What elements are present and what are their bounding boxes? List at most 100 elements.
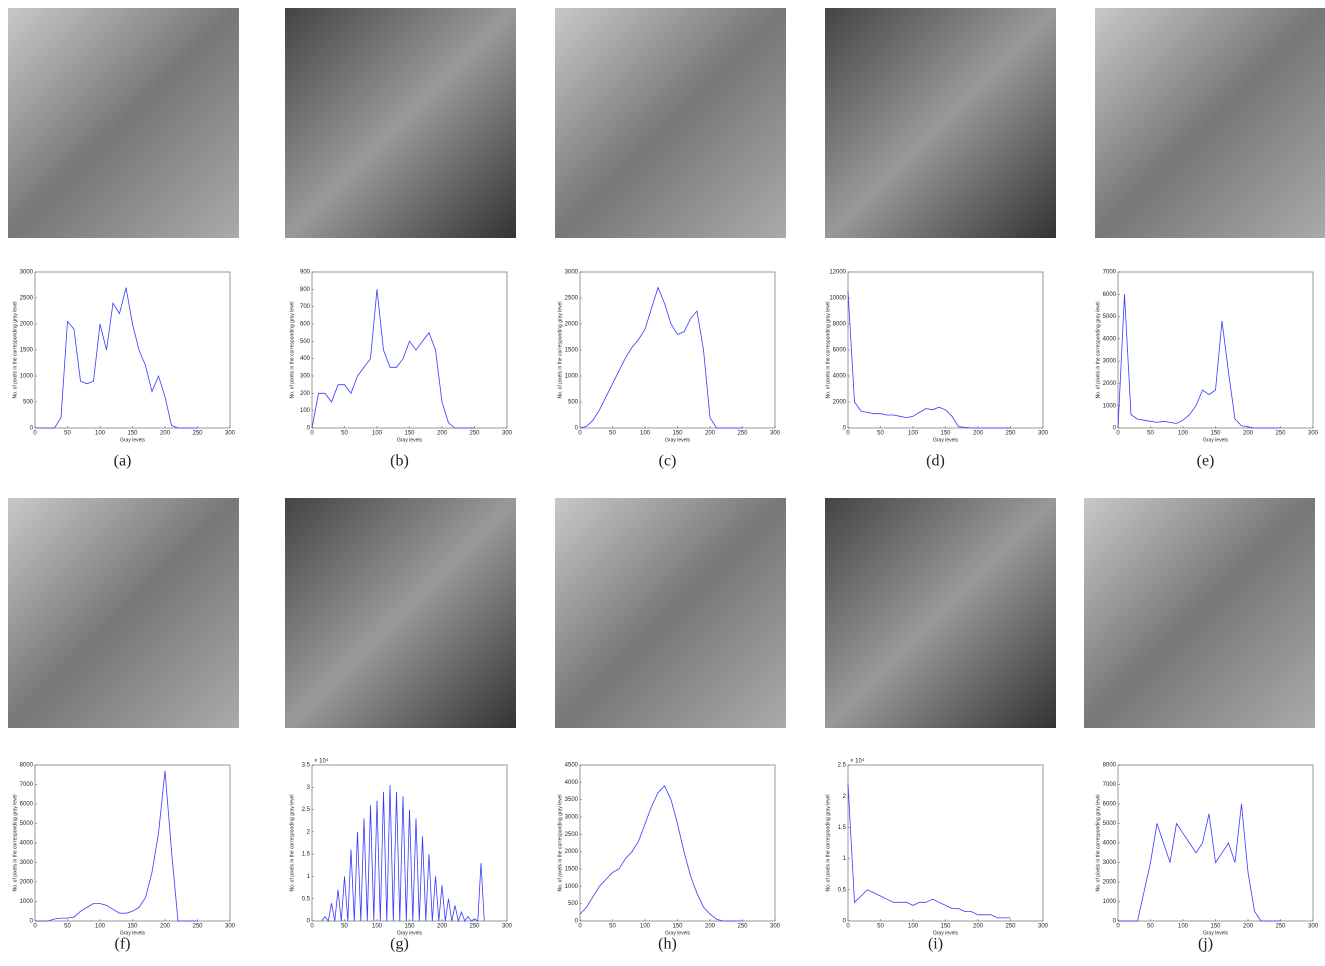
y-tick-label: 2 (307, 829, 311, 835)
y-tick-label: 3000 (20, 860, 34, 866)
figure: 0501001502002503000500100015002000250030… (0, 0, 1325, 961)
y-tick-label: 4000 (1103, 336, 1117, 342)
y-tick-label: 2.5 (302, 807, 311, 813)
y-tick-label: 1.5 (838, 825, 847, 831)
x-tick-label: 150 (940, 924, 951, 930)
x-tick-label: 250 (469, 431, 480, 437)
y-tick-label: 4500 (565, 763, 579, 769)
caption: (d) (926, 453, 945, 470)
caption: (c) (659, 453, 677, 470)
x-tick-label: 200 (160, 924, 171, 930)
y-tick-label: 1000 (1103, 403, 1117, 409)
y-tick-label: 700 (300, 304, 311, 310)
y-tick-label: 10000 (829, 296, 846, 302)
x-tick-label: 0 (846, 924, 850, 930)
x-tick-label: 150 (127, 431, 138, 437)
y-tick-label: 2000 (20, 880, 34, 886)
photo (555, 498, 786, 728)
x-tick-label: 200 (1243, 924, 1254, 930)
y-tick-label: 900 (300, 270, 311, 276)
x-tick-label: 300 (225, 431, 236, 437)
x-tick-label: 300 (225, 924, 236, 930)
y-tick-label: 7000 (1103, 782, 1117, 788)
y-axis-label: No. of pixels in the corresponding gray … (825, 302, 831, 399)
y-tick-label: 3.5 (302, 763, 311, 769)
y-tick-label: 3000 (1103, 359, 1117, 365)
x-tick-label: 50 (1147, 431, 1154, 437)
y-tick-label: 6000 (833, 348, 847, 354)
caption: (a) (114, 453, 132, 470)
y-tick-label: 0.5 (302, 896, 311, 902)
x-tick-label: 100 (908, 924, 919, 930)
y-tick-label: 12000 (829, 270, 846, 276)
y-multiplier: × 10⁴ (850, 758, 865, 765)
x-tick-label: 0 (310, 924, 314, 930)
y-axis-label: No. of pixels in the corresponding gray … (557, 795, 563, 892)
y-tick-label: 7000 (20, 782, 34, 788)
x-tick-label: 150 (672, 924, 683, 930)
y-tick-label: 8000 (833, 322, 847, 328)
photo (825, 498, 1056, 728)
x-tick-label: 200 (705, 924, 716, 930)
y-tick-label: 400 (300, 356, 311, 362)
x-tick-label: 150 (404, 924, 415, 930)
x-tick-label: 300 (1308, 431, 1319, 437)
y-tick-label: 2.5 (838, 763, 847, 769)
x-tick-label: 250 (1275, 924, 1286, 930)
y-tick-label: 1000 (565, 884, 579, 890)
x-tick-label: 300 (770, 431, 781, 437)
x-axis-label: Gray levels (120, 437, 146, 443)
x-tick-label: 50 (877, 924, 884, 930)
x-tick-label: 50 (341, 924, 348, 930)
caption: (h) (658, 936, 677, 953)
y-tick-label: 5000 (1103, 314, 1117, 320)
axes-box (580, 272, 775, 428)
x-tick-label: 100 (640, 924, 651, 930)
x-tick-label: 100 (908, 431, 919, 437)
y-tick-label: 1500 (565, 348, 579, 354)
x-tick-label: 100 (95, 431, 106, 437)
y-tick-label: 600 (300, 322, 311, 328)
x-tick-label: 50 (609, 431, 616, 437)
y-tick-label: 6000 (20, 802, 34, 808)
x-tick-label: 100 (1178, 924, 1189, 930)
y-axis-label: No. of pixels in the corresponding gray … (12, 795, 18, 892)
y-tick-label: 1000 (20, 899, 34, 905)
x-tick-label: 0 (846, 431, 850, 437)
y-tick-label: 200 (300, 391, 311, 397)
x-tick-label: 0 (578, 924, 582, 930)
x-tick-label: 50 (877, 431, 884, 437)
y-tick-label: 2000 (1103, 880, 1117, 886)
y-tick-label: 500 (568, 400, 579, 406)
x-tick-label: 250 (737, 924, 748, 930)
y-tick-label: 4000 (1103, 841, 1117, 847)
y-multiplier: × 10⁴ (314, 758, 329, 765)
x-tick-label: 150 (127, 924, 138, 930)
photo (8, 498, 239, 728)
x-tick-label: 150 (1210, 431, 1221, 437)
y-tick-label: 6000 (1103, 802, 1117, 808)
axes-box (312, 272, 507, 428)
y-tick-label: 4000 (833, 374, 847, 380)
y-axis-label: No. of pixels in the corresponding gray … (825, 795, 831, 892)
photo (825, 8, 1056, 238)
x-tick-label: 250 (469, 924, 480, 930)
x-tick-label: 150 (1210, 924, 1221, 930)
y-tick-label: 2000 (1103, 381, 1117, 387)
page: {"chart_data": [ {"type": "line", "capti… (0, 0, 1325, 966)
x-axis-label: Gray levels (397, 437, 423, 443)
y-tick-label: 8000 (1103, 763, 1117, 769)
y-tick-label: 1000 (20, 374, 34, 380)
y-tick-label: 4000 (20, 841, 34, 847)
y-tick-label: 1000 (1103, 899, 1117, 905)
axes-box (35, 765, 230, 921)
y-tick-label: 1500 (20, 348, 34, 354)
axes-box (1118, 765, 1313, 921)
x-tick-label: 300 (502, 924, 513, 930)
x-tick-label: 100 (1178, 431, 1189, 437)
x-tick-label: 150 (404, 431, 415, 437)
x-tick-label: 300 (1038, 431, 1049, 437)
y-tick-label: 500 (23, 400, 34, 406)
x-tick-label: 200 (973, 924, 984, 930)
y-axis-label: No. of pixels in the corresponding gray … (557, 302, 563, 399)
